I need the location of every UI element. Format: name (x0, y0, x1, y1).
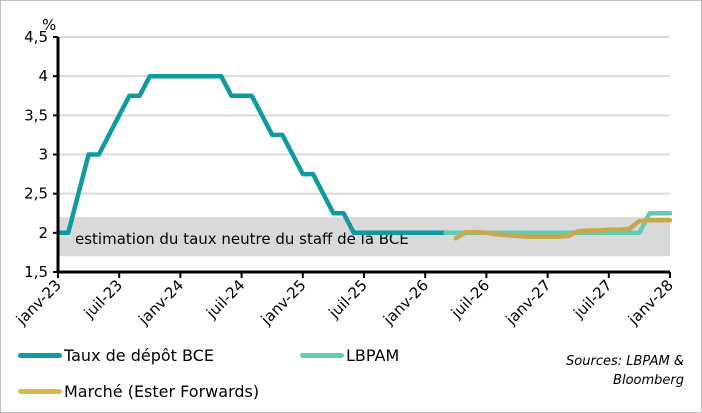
x-tick-label: juil-24 (202, 276, 248, 322)
x-tick-label: juil-26 (447, 276, 493, 322)
x-tick-label: janv-25 (257, 276, 310, 329)
series-line-2 (453, 218, 673, 241)
x-tick-label: janv-26 (379, 276, 432, 329)
x-tick-label: janv-23 (12, 276, 65, 329)
y-tick-label: 3 (38, 146, 48, 164)
series-line-0 (55, 73, 448, 236)
y-unit-label: % (42, 16, 56, 34)
x-tick-label: janv-27 (502, 276, 555, 329)
x-tick-label: juil-27 (569, 276, 615, 322)
sources-line-2: Bloomberg (613, 373, 684, 388)
y-tick-label: 4,5 (24, 28, 48, 46)
y-tick-label: 2 (38, 224, 48, 242)
legend-label: Taux de dépôt BCE (64, 346, 214, 365)
sources-note: Sources: LBPAM & Bloomberg (566, 352, 684, 390)
legend-swatch (18, 389, 62, 394)
y-tick-label: 1,5 (24, 263, 48, 281)
legend-item-lbpam: LBPAM (300, 346, 399, 365)
legend-label: Marché (Ester Forwards) (64, 382, 260, 401)
y-tick-label: 3,5 (24, 106, 48, 124)
x-tick-label: juil-25 (325, 276, 371, 322)
band-label: estimation du taux neutre du staff de la… (75, 230, 409, 248)
legend-swatch (300, 353, 344, 358)
x-tick-label: janv-24 (134, 276, 187, 329)
x-tick-label: juil-23 (80, 276, 126, 322)
y-tick-label: 4 (38, 67, 48, 85)
sources-line-1: Sources: LBPAM & (566, 354, 684, 369)
legend-item-taux-depot: Taux de dépôt BCE (18, 346, 214, 365)
legend-swatch (18, 353, 62, 358)
y-tick-label: 2,5 (24, 185, 48, 203)
legend-item-marche: Marché (Ester Forwards) (18, 382, 259, 401)
legend-label: LBPAM (346, 346, 400, 365)
x-tick-label: janv-28 (624, 276, 677, 329)
